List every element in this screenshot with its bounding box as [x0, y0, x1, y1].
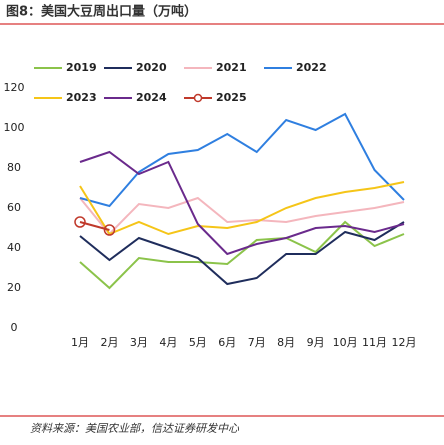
- source: 资料来源：美国农业部，信达证券研发中心: [30, 422, 240, 435]
- y-tick-label: 80: [7, 161, 21, 174]
- y-tick-label: 0: [11, 321, 18, 334]
- x-tick-label: 12月: [392, 336, 417, 349]
- x-tick-label: 5月: [189, 336, 207, 349]
- legend-label: 2021: [216, 61, 247, 74]
- chart-title: 图8：美国大豆周出口量（万吨）: [6, 4, 197, 20]
- y-tick-label: 40: [7, 241, 21, 254]
- series-marker: [74, 216, 86, 228]
- legend-label: 2024: [136, 91, 167, 104]
- y-tick-label: 120: [4, 81, 25, 94]
- series-marker: [103, 224, 116, 236]
- x-tick-label: 7月: [248, 336, 266, 349]
- series-line: [79, 221, 405, 286]
- legend-marker: [193, 93, 203, 103]
- legend-label: 2025: [216, 91, 247, 104]
- x-tick-label: 8月: [277, 336, 295, 349]
- x-tick-label: 2月: [100, 336, 118, 349]
- x-tick-label: 6月: [218, 336, 236, 349]
- legend-label: 2019: [66, 61, 97, 74]
- series-line: [79, 220, 405, 290]
- y-tick-label: 100: [4, 121, 25, 134]
- x-tick-label: 10月: [333, 336, 358, 349]
- x-tick-label: 9月: [307, 336, 325, 349]
- legend-label: 2022: [296, 61, 327, 74]
- y-tick-label: 60: [7, 201, 21, 214]
- x-tick-label: 11月: [362, 336, 387, 349]
- y-tick-label: 20: [7, 281, 21, 294]
- series-line: [79, 181, 405, 236]
- legend-label: 2020: [136, 61, 167, 74]
- series-line: [79, 196, 405, 236]
- x-tick-label: 3月: [130, 336, 148, 349]
- legend-label: 2023: [66, 91, 97, 104]
- series-line: [79, 112, 405, 208]
- x-tick-label: 4月: [159, 336, 177, 349]
- series-line: [79, 150, 405, 256]
- x-tick-label: 1月: [71, 336, 89, 349]
